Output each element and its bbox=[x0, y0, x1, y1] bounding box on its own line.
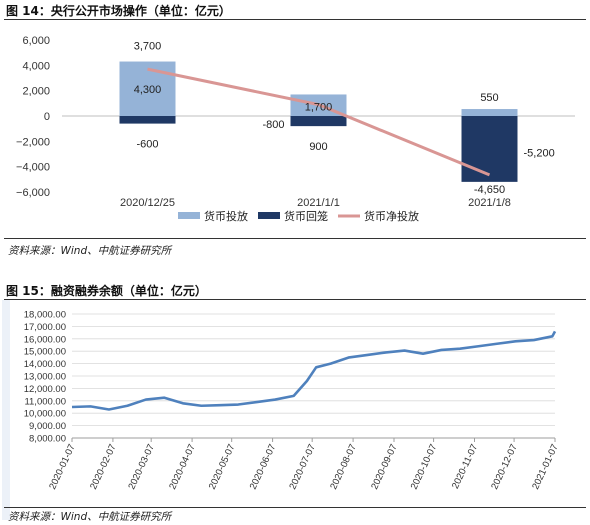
figure-14-title: 图 14：央行公开市场操作（单位：亿元） bbox=[6, 4, 231, 18]
x-tick-label: 2020-07-07 bbox=[287, 443, 318, 492]
y-tick-label: 8,000.00 bbox=[29, 434, 66, 445]
figure-14-source: 资料来源：Wind、中航证券研究所 bbox=[8, 245, 172, 257]
data-label: -5,200 bbox=[524, 148, 555, 160]
y-tick-label: 14,000.00 bbox=[24, 359, 66, 370]
legend-label: 货币投放 bbox=[204, 209, 248, 223]
y-tick-label: 18,000.00 bbox=[24, 310, 66, 321]
figure-15-source: 资料来源：Wind、中航证券研究所 bbox=[8, 511, 172, 523]
x-tick-label: 2020-03-07 bbox=[126, 443, 157, 492]
x-tick-label: 2020-06-07 bbox=[248, 443, 279, 492]
figure-14-title-rule bbox=[4, 19, 586, 20]
data-label: 1,700 bbox=[305, 101, 333, 113]
bar-injection bbox=[461, 109, 518, 116]
data-label: 3,700 bbox=[134, 41, 162, 53]
bar-withdrawal bbox=[461, 116, 518, 182]
x-tick-label: 2020-02-07 bbox=[88, 443, 119, 492]
x-tick-label: 2021/1/1 bbox=[297, 197, 340, 209]
legend-swatch bbox=[178, 212, 200, 219]
y-tick-label: 12,000.00 bbox=[24, 384, 66, 395]
data-label: 550 bbox=[480, 92, 498, 104]
bar-withdrawal bbox=[290, 116, 347, 127]
y-tick-label: 13,000.00 bbox=[24, 372, 66, 383]
y-tick-label: 6,000 bbox=[22, 35, 50, 47]
watermark-strip bbox=[2, 300, 10, 520]
x-tick-label: 2020-01-07 bbox=[47, 443, 78, 492]
figure-14-bottom-rule bbox=[4, 238, 586, 239]
y-tick-label: −6,000 bbox=[16, 187, 50, 199]
legend-label: 货币净投放 bbox=[364, 209, 419, 223]
x-tick-label: 2020-04-07 bbox=[167, 443, 198, 492]
data-label: 900 bbox=[309, 141, 327, 153]
figure-15-title: 图 15：融资融券余额（单位：亿元） bbox=[6, 284, 207, 298]
x-tick-label: 2021/1/8 bbox=[468, 197, 511, 209]
x-tick-label: 2020-10-07 bbox=[409, 443, 440, 492]
y-tick-label: 16,000.00 bbox=[24, 334, 66, 345]
y-tick-label: −2,000 bbox=[16, 136, 50, 148]
data-label: -600 bbox=[136, 139, 158, 151]
open-market-operations-chart: 6,000 4,000 2,000 0 −2,000 −4,000 −6,000 2020/1… bbox=[16, 35, 575, 223]
x-tick-label: 2020-09-07 bbox=[369, 443, 400, 492]
data-label: 4,300 bbox=[134, 84, 162, 96]
y-tick-label: 9,000.00 bbox=[29, 421, 66, 432]
margin-balance-line bbox=[71, 330, 557, 411]
x-tick-label: 2021-01-07 bbox=[530, 443, 561, 492]
y-tick-label: −4,000 bbox=[16, 162, 50, 174]
x-tick-label: 2020-08-07 bbox=[328, 443, 359, 492]
x-tick-label: 2020-11-07 bbox=[450, 443, 480, 491]
legend-label: 货币回笼 bbox=[284, 209, 328, 223]
x-tick-label: 2020-05-07 bbox=[207, 443, 238, 492]
y-tick-label: 0 bbox=[44, 111, 50, 123]
data-label: -800 bbox=[262, 119, 284, 131]
y-tick-label: 10,000.00 bbox=[24, 409, 66, 420]
bar-withdrawal bbox=[119, 116, 176, 124]
y-tick-label: 4,000 bbox=[22, 60, 50, 72]
y-tick-label: 15,000.00 bbox=[24, 347, 66, 358]
net-injection-line bbox=[147, 67, 491, 177]
figure-15-bottom-rule bbox=[4, 507, 586, 508]
y-tick-label: 17,000.00 bbox=[24, 322, 66, 333]
legend-swatch bbox=[258, 212, 280, 219]
x-tick-label: 2020-12-07 bbox=[489, 443, 520, 492]
figure-15-title-rule bbox=[4, 299, 586, 300]
y-tick-label: 2,000 bbox=[22, 86, 50, 98]
data-label: -4,650 bbox=[474, 184, 505, 196]
x-tick-label: 2020/12/25 bbox=[120, 197, 175, 209]
y-tick-label: 11,000.00 bbox=[24, 396, 66, 407]
